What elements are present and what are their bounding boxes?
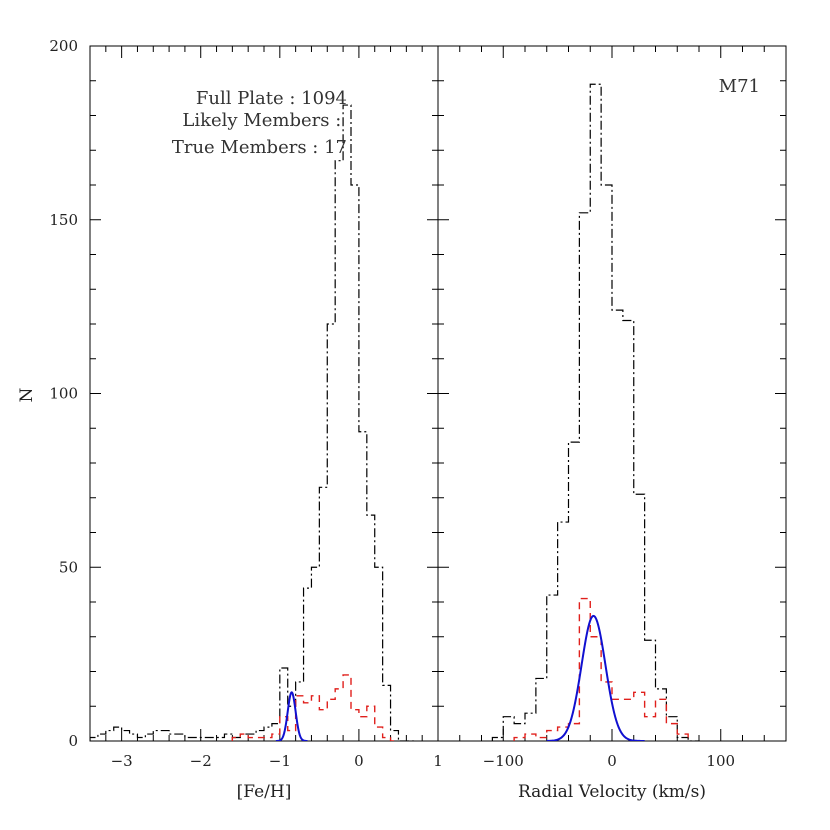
- x-tick-label-rv: 0: [607, 752, 617, 770]
- y-tick-label: 0: [68, 732, 78, 750]
- annotation-cluster-name: M71: [719, 76, 760, 97]
- annotation-full-plate: Full Plate : 1094: [196, 88, 347, 109]
- annotation-likely-members: Likely Members :: [182, 110, 347, 131]
- x-axis-label-feh: [Fe/H]: [237, 782, 292, 802]
- y-tick-label: 150: [49, 211, 78, 229]
- plot-frame-rv: [437, 45, 787, 742]
- y-tick-label: 50: [59, 558, 78, 576]
- x-tick-label-rv: −100: [483, 752, 524, 770]
- y-tick-label: 200: [49, 37, 78, 55]
- x-axis-label-radial-velocity: Radial Velocity (km/s): [518, 782, 706, 802]
- x-tick-label-rv: 100: [706, 752, 735, 770]
- gaussian-fit-feh: [275, 691, 308, 741]
- y-axis-label: N: [17, 387, 37, 402]
- panel-feh: 0 50 100 150 200 −3 −2 −1 0 1: [49, 37, 442, 770]
- histogram-likely-members-feh: [231, 674, 399, 741]
- panel-radial-velocity: −100 0 100: [437, 45, 787, 770]
- x-tick-label-feh: 0: [354, 752, 364, 770]
- x-tick-label-feh: −3: [111, 752, 133, 770]
- x-tick-label-feh: −1: [269, 752, 291, 770]
- histogram-full-plate-feh: [90, 104, 415, 741]
- annotation-true-members: True Members : 17: [172, 137, 347, 158]
- histogram-likely-members-rv: [513, 597, 689, 741]
- gaussian-fit-rv: [546, 614, 645, 741]
- histogram-full-plate-rv: [491, 83, 699, 741]
- y-tick-label: 100: [49, 385, 78, 403]
- x-tick-label-feh: −2: [190, 752, 212, 770]
- x-tick-label-feh: 1: [433, 752, 443, 770]
